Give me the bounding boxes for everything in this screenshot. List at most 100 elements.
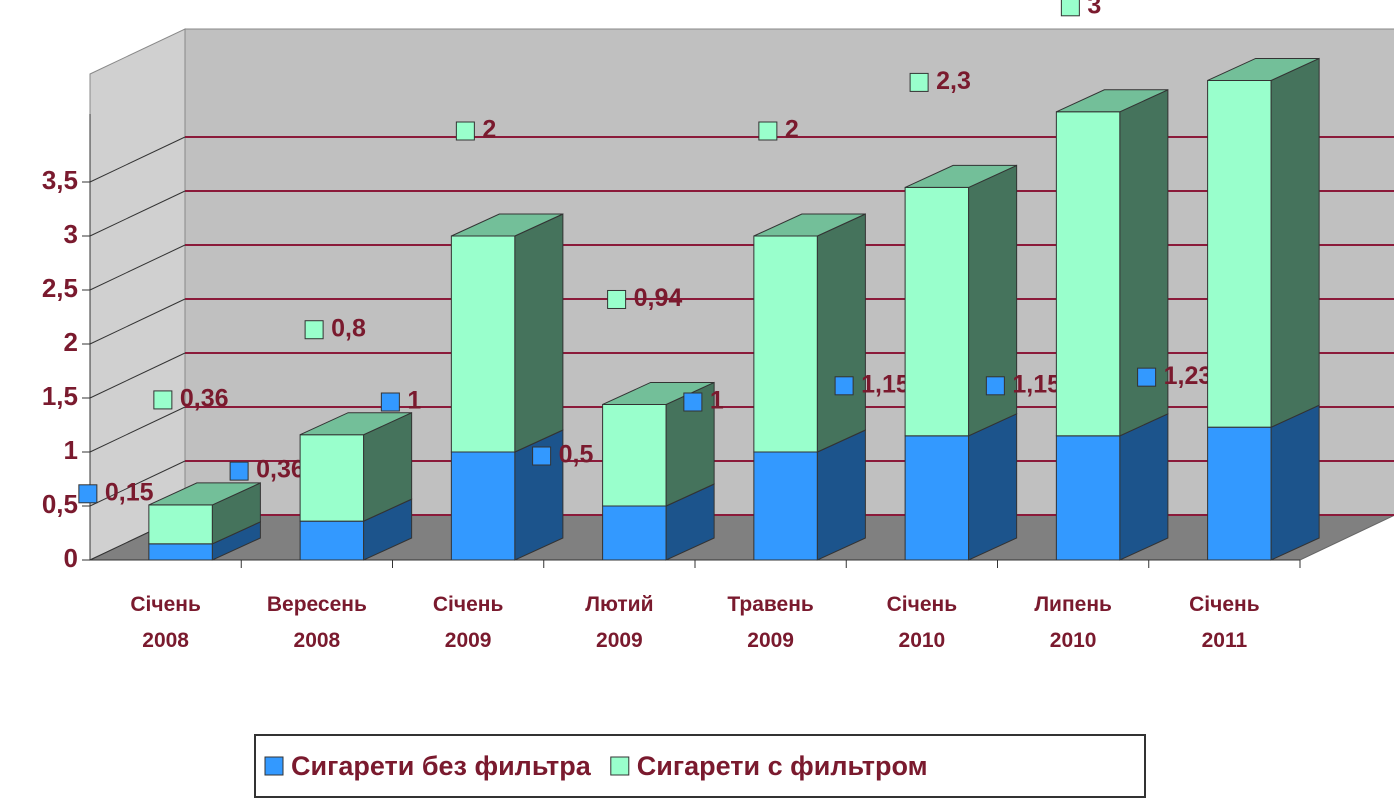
bar-side bbox=[816, 213, 866, 453]
bar bbox=[602, 403, 667, 507]
value-label-key bbox=[1060, 0, 1080, 17]
bar-top bbox=[753, 213, 866, 237]
value-label-key bbox=[985, 376, 1005, 396]
bar-side bbox=[1270, 57, 1320, 428]
value-label-key bbox=[304, 320, 324, 340]
bar bbox=[450, 235, 516, 453]
x-tick-label: Січень 2009 bbox=[433, 593, 504, 652]
bar-side bbox=[816, 429, 866, 561]
x-tick-label-line: 2010 bbox=[899, 629, 946, 652]
floor bbox=[89, 514, 1394, 561]
bar-top bbox=[148, 482, 261, 506]
value-label: 0,15 bbox=[105, 478, 154, 506]
legend-label: Сигарети без фильтра bbox=[291, 751, 592, 781]
x-tick-label-line: 2010 bbox=[1050, 629, 1097, 652]
x-tick-label: Вересень 2008 bbox=[267, 593, 367, 652]
legend-key bbox=[610, 756, 630, 776]
y-tick-label: 0,5 bbox=[42, 489, 78, 519]
value-label-key bbox=[153, 390, 173, 410]
bar-side bbox=[1270, 404, 1320, 561]
bar bbox=[1207, 426, 1272, 561]
y-tick-label: 3 bbox=[64, 219, 78, 249]
legend bbox=[254, 734, 1146, 798]
x-tick-label-line: 2008 bbox=[294, 629, 341, 652]
value-label: 1,15 bbox=[1012, 370, 1061, 398]
bar-top bbox=[1207, 57, 1320, 81]
grid-line bbox=[89, 244, 186, 291]
grid-line bbox=[89, 352, 186, 399]
bar-top bbox=[299, 412, 412, 436]
x-tick-label-line: Лютий bbox=[585, 593, 653, 616]
value-label-key bbox=[758, 121, 778, 141]
legend-label: Сигарети с фильтром bbox=[637, 751, 928, 781]
y-tick-label: 2,5 bbox=[42, 273, 78, 303]
x-tick-label-line: Травень bbox=[727, 593, 814, 616]
bar-side bbox=[1119, 413, 1169, 561]
value-label-key bbox=[532, 446, 552, 466]
bar bbox=[1055, 111, 1121, 437]
value-label: 3 bbox=[1087, 0, 1101, 19]
value-label-key bbox=[380, 392, 400, 412]
x-tick-label-line: 2011 bbox=[1202, 629, 1248, 652]
x-tick-label: Травень 2009 bbox=[727, 593, 814, 652]
grid-line bbox=[89, 406, 186, 453]
grid-line bbox=[89, 460, 186, 507]
x-tick-label-line: Вересень bbox=[267, 593, 367, 616]
y-tick-label: 0 bbox=[64, 543, 78, 573]
value-label: 0,36 bbox=[180, 385, 229, 413]
x-tick-label-line: Січень bbox=[433, 593, 504, 616]
x-tick-label: Січень 2011 bbox=[1189, 593, 1260, 652]
bar bbox=[299, 520, 365, 561]
value-label: 1,15 bbox=[861, 370, 910, 398]
x-tick-label-line: 2008 bbox=[142, 629, 189, 652]
x-tick-label-line: 2009 bbox=[596, 629, 643, 652]
bar-top bbox=[1056, 89, 1169, 113]
x-tick-label: Лютий 2009 bbox=[585, 593, 653, 652]
value-label: 1 bbox=[710, 387, 724, 415]
bar bbox=[450, 451, 516, 561]
grid-line bbox=[89, 136, 186, 183]
bar-top bbox=[602, 381, 715, 405]
bar bbox=[602, 505, 667, 561]
value-label-key bbox=[909, 72, 929, 92]
y-tick-label: 2 bbox=[64, 327, 78, 357]
bar bbox=[904, 435, 970, 561]
value-label: 2,3 bbox=[936, 67, 971, 95]
x-tick-label: Січень 2008 bbox=[130, 593, 201, 652]
x-tick-label: Січень 2010 bbox=[887, 593, 958, 652]
value-label: 2 bbox=[482, 116, 496, 144]
value-label: 1,23 bbox=[1164, 362, 1213, 390]
bar bbox=[148, 504, 213, 545]
value-label-key bbox=[834, 376, 854, 396]
bar-top bbox=[451, 213, 564, 237]
value-label: 2 bbox=[785, 116, 799, 144]
value-label: 1 bbox=[407, 387, 421, 415]
value-label-key bbox=[683, 392, 703, 412]
x-tick-label-line: 2009 bbox=[445, 629, 492, 652]
bar bbox=[1055, 435, 1121, 561]
value-label: 0,8 bbox=[331, 314, 366, 342]
legend-key bbox=[264, 756, 284, 776]
value-label-key bbox=[455, 121, 475, 141]
value-label-key bbox=[1137, 367, 1157, 387]
bar bbox=[299, 434, 365, 522]
x-tick-label-line: Липень bbox=[1034, 593, 1112, 616]
grid-line bbox=[89, 190, 186, 237]
value-label: 0,5 bbox=[559, 441, 594, 469]
bar-side bbox=[514, 213, 564, 453]
bar bbox=[1207, 79, 1272, 428]
grid-line bbox=[89, 298, 186, 345]
bar bbox=[148, 543, 213, 561]
bar bbox=[904, 186, 970, 437]
bar-side bbox=[968, 413, 1018, 561]
x-tick-label-line: 2009 bbox=[747, 629, 794, 652]
value-label: 0,36 bbox=[256, 456, 305, 484]
bar-top bbox=[904, 164, 1017, 188]
x-tick-label-line: Січень bbox=[130, 593, 201, 616]
bar bbox=[753, 451, 818, 561]
value-label-key bbox=[78, 484, 98, 504]
x-tick-label-line: Січень bbox=[1189, 593, 1260, 616]
y-tick-label: 3,5 bbox=[42, 165, 78, 195]
y-tick-label: 1,5 bbox=[42, 381, 78, 411]
